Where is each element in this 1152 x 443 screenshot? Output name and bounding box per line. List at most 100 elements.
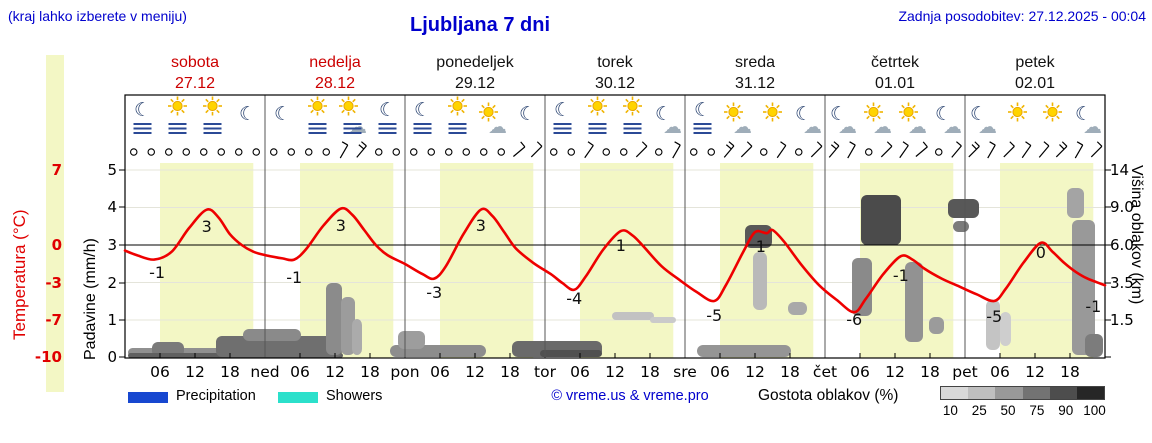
temp-tick-label: 0 [52, 236, 62, 254]
fog-lines-icon [553, 123, 572, 125]
cloud-axis-label: Višina oblakov (km) [1128, 165, 1145, 305]
day-band [580, 163, 674, 358]
cloud-area [1072, 220, 1095, 355]
moon-icon: ☾ [519, 103, 536, 125]
weather-icon [623, 96, 642, 134]
x-axis-label: pet [952, 363, 977, 381]
fog-lines-icon [588, 127, 607, 130]
moon-icon: ☾ [795, 103, 812, 125]
cloud-icon: ☁ [838, 116, 857, 138]
cloud-area [948, 199, 979, 218]
cloud-icon: ☁ [943, 116, 962, 138]
weather-icon [308, 96, 327, 134]
fog-lines-icon [168, 127, 187, 130]
wind-barb-icon [880, 141, 893, 158]
credit-link[interactable]: © vreme.us & vreme.pro [551, 388, 709, 404]
precipitation-label: Precipitation [176, 388, 256, 404]
sun-icon [168, 96, 187, 116]
moon-icon: ☾ [379, 99, 396, 121]
day-header: sobota 27.12 [125, 52, 265, 94]
day-date: 29.12 [454, 75, 496, 92]
sun-icon [448, 96, 467, 116]
x-axis-label: 18 [640, 363, 660, 381]
weather-icon: ☾☁ [1075, 103, 1102, 138]
scale-segment [995, 387, 1023, 399]
wind-barb-icon [847, 141, 856, 159]
wind-calm-icon [147, 148, 156, 156]
fog-lines-icon [308, 132, 327, 134]
wind-calm-icon [619, 148, 628, 156]
x-axis-label: 06 [430, 363, 450, 381]
fog-lines-icon [413, 127, 432, 130]
cloud-tick-label: 1.5 [1110, 311, 1134, 329]
cloud-area [753, 252, 767, 310]
weather-icon [1043, 102, 1062, 122]
wind-barb-icon [723, 141, 735, 158]
fog-lines-icon [133, 123, 152, 125]
weather-icon: ☁ [479, 102, 507, 138]
wind-barb-icon [635, 141, 648, 158]
day-name: četrtek [870, 54, 919, 71]
temperature-value-label: 3 [202, 217, 212, 236]
wind-barb-icon [951, 141, 962, 158]
wind-calm-icon [462, 148, 470, 156]
moon-icon: ☾ [970, 103, 987, 125]
wind-calm-icon [252, 148, 261, 156]
fog-lines-icon [413, 123, 432, 125]
day-header: četrtek 01.01 [825, 52, 965, 94]
wind-barb-icon [776, 141, 787, 159]
cloud-area [612, 312, 654, 320]
weather-icon: ☾ [413, 99, 432, 134]
wind-calm-icon [304, 148, 313, 156]
moon-icon: ☾ [655, 103, 672, 125]
x-axis-label: 06 [570, 363, 590, 381]
cloud-tick-label: 6.0 [1110, 236, 1134, 254]
day-name: petek [1015, 54, 1055, 71]
fog-lines-icon [308, 127, 327, 130]
temperature-value-label: 1 [616, 236, 626, 255]
cloud-area [986, 300, 1000, 350]
cloud-area [243, 329, 301, 341]
x-axis-label: 12 [465, 363, 485, 381]
cloud-icon: ☁ [733, 116, 752, 138]
fog-lines-icon [448, 123, 467, 125]
wind-calm-icon [130, 148, 138, 156]
weather-icon: ☁ [724, 102, 752, 138]
cloud-icon: ☁ [1083, 116, 1102, 138]
sun-icon [588, 96, 607, 116]
scale-value: 90 [1058, 403, 1074, 418]
weather-icon: ☾ [274, 103, 291, 125]
precipitation-swatch [128, 392, 168, 403]
fog-lines-icon [588, 123, 607, 125]
wind-barb-icon [987, 141, 996, 159]
moon-icon: ☾ [414, 99, 431, 121]
cloud-tick-label: 14 [1110, 161, 1129, 179]
wind-barb-icon [356, 141, 367, 158]
cloud-area [745, 225, 772, 248]
cloud-area [650, 317, 676, 323]
plot-frame [124, 94, 1106, 359]
wind-calm-icon [934, 148, 943, 156]
fog-lines-icon [693, 127, 712, 130]
weather-icon: ☾ [693, 99, 712, 134]
x-axis-label: 18 [920, 363, 940, 381]
temperature-value-label: -3 [426, 283, 442, 302]
weather-icon: ☾☁ [970, 103, 997, 138]
fog-lines-icon [343, 127, 362, 130]
x-axis-label: 06 [710, 363, 730, 381]
x-axis-label: 06 [150, 363, 170, 381]
wind-calm-icon [444, 148, 453, 156]
wind-barb-icon [513, 141, 526, 157]
sun-icon [899, 102, 918, 122]
wind-barb-icon [828, 141, 840, 158]
fog-lines-icon [133, 132, 152, 134]
x-axis-label: 18 [500, 363, 520, 381]
weather-icon: ☾ [239, 103, 256, 125]
weather-icon [168, 96, 187, 134]
scale-segment [1076, 387, 1105, 399]
wind-barb-icon [968, 141, 980, 158]
scale-value: 10 [942, 403, 958, 418]
fog-lines-icon [623, 127, 642, 130]
fog-lines-icon [378, 127, 397, 130]
